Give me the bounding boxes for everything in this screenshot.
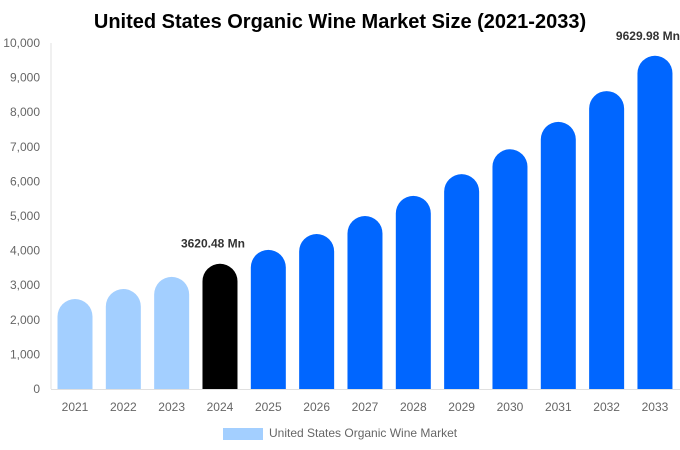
bar-2027[interactable] (347, 216, 383, 389)
bar-2030[interactable] (492, 149, 528, 389)
x-tick-label: 2032 (593, 400, 620, 414)
data-label-2033: 9629.98 Mn (616, 29, 680, 43)
x-tick-label: 2028 (400, 400, 427, 414)
bar-2033[interactable] (637, 55, 673, 390)
x-tick-label: 2024 (207, 400, 234, 414)
legend-label: United States Organic Wine Market (269, 426, 458, 440)
x-tick-label: 2027 (352, 400, 379, 414)
x-tick-label: 2029 (448, 400, 475, 414)
x-tick-label: 2025 (255, 400, 282, 414)
bar-2031[interactable] (540, 121, 576, 389)
y-tick-label: 10,000 (3, 36, 40, 50)
x-tick-label: 2022 (110, 400, 137, 414)
y-tick-label: 9,000 (10, 71, 40, 85)
y-tick-label: 2,000 (10, 313, 40, 327)
bar-2025[interactable] (250, 249, 286, 389)
data-label-2024: 3620.48 Mn (181, 237, 245, 251)
bar-2024[interactable] (202, 263, 238, 389)
x-tick-label: 2033 (642, 400, 669, 414)
x-tick-label: 2026 (303, 400, 330, 414)
legend-swatch (223, 428, 263, 440)
x-tick-label: 2030 (497, 400, 524, 414)
legend[interactable]: United States Organic Wine Market (223, 426, 458, 440)
bar-2021[interactable] (57, 299, 93, 389)
bar-2023[interactable] (154, 276, 190, 389)
y-tick-label: 4,000 (10, 244, 40, 258)
bar-2029[interactable] (444, 174, 480, 389)
chart-title: United States Organic Wine Market Size (… (94, 11, 586, 33)
y-tick-label: 8,000 (10, 105, 40, 119)
bar-2026[interactable] (299, 233, 335, 389)
x-tick-label: 2031 (545, 400, 572, 414)
y-tick-label: 3,000 (10, 278, 40, 292)
y-tick-label: 1,000 (10, 347, 40, 361)
bar-2022[interactable] (105, 289, 141, 389)
y-tick-label: 0 (33, 382, 40, 396)
y-tick-label: 5,000 (10, 209, 40, 223)
bar-2032[interactable] (589, 91, 625, 390)
x-tick-label: 2021 (62, 400, 89, 414)
y-tick-label: 6,000 (10, 174, 40, 188)
bar-2028[interactable] (395, 195, 431, 389)
y-tick-label: 7,000 (10, 140, 40, 154)
x-tick-label: 2023 (158, 400, 185, 414)
